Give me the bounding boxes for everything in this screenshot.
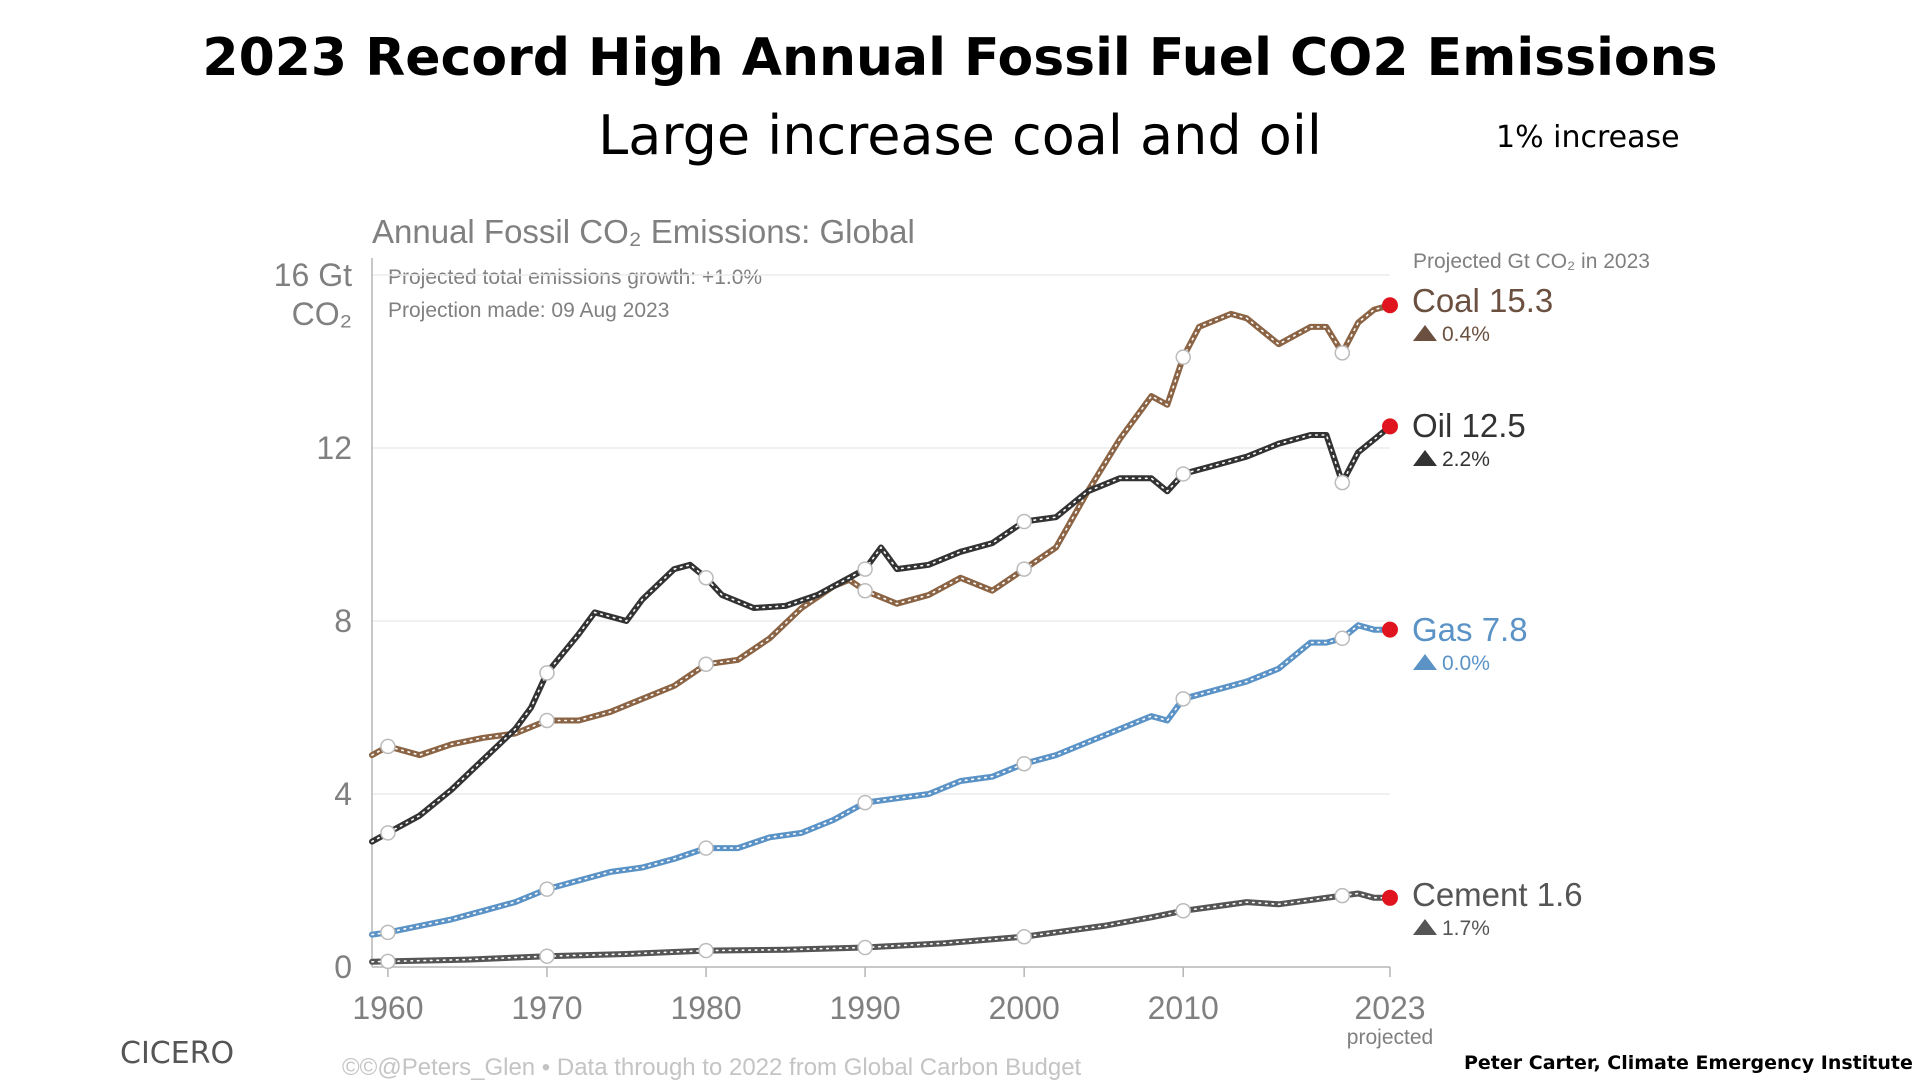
gas-increase-arrow-icon <box>1413 654 1437 670</box>
slide-subtitle: Large increase coal and oil <box>598 104 1322 167</box>
cement-point-1980 <box>698 942 714 959</box>
x-tick-label: 1990 <box>830 990 901 1026</box>
cement-end-label: Cement 1.6 <box>1412 876 1583 913</box>
gas-line <box>369 622 1393 938</box>
oil-line-dots <box>371 425 1391 843</box>
cement-line <box>369 890 1393 965</box>
cement-point-2020 <box>1334 887 1351 904</box>
cement-increase-arrow-icon <box>1413 919 1437 935</box>
source-attribution: Peter Carter, Climate Emergency Institut… <box>1464 1052 1913 1074</box>
coal-point-1980 <box>698 656 714 672</box>
x-tick-label: 2023 <box>1354 990 1425 1026</box>
coal-line-dots <box>371 304 1391 756</box>
coal-line <box>369 302 1393 759</box>
y-tick-label: 8 <box>334 603 352 639</box>
gas-line-dots <box>371 624 1391 936</box>
y-tick-label: 4 <box>334 776 352 812</box>
cement-point-1990 <box>857 939 873 956</box>
gas-point-1960 <box>380 924 396 941</box>
projected-label: projected <box>1347 1026 1433 1049</box>
cement-projected-point <box>1382 889 1398 906</box>
footer-credit: ©©@Peters_Glen • Data through to 2022 fr… <box>342 1054 1082 1080</box>
x-tick-label: 1970 <box>511 990 582 1026</box>
x-tick-label: 2000 <box>989 990 1060 1026</box>
cement-point-2010 <box>1175 903 1191 919</box>
cement-change-label: 1.7% <box>1442 917 1490 940</box>
x-tick-label: 1980 <box>670 990 741 1026</box>
gas-end-label: Gas 7.8 <box>1412 611 1528 648</box>
coal-end-label: Coal 15.3 <box>1412 282 1553 319</box>
coal-point-2000 <box>1016 561 1032 577</box>
increase-note: 1% increase <box>1496 120 1680 155</box>
series-lines <box>369 297 1398 970</box>
gas-point-2020 <box>1334 630 1351 647</box>
oil-projected-point <box>1382 418 1398 435</box>
oil-point-2020 <box>1334 474 1351 491</box>
y-tick-label: 12 <box>316 430 352 466</box>
cement-point-1960 <box>380 953 396 970</box>
source-cicero: CICERO <box>120 1036 235 1071</box>
oil-increase-arrow-icon <box>1413 450 1437 466</box>
cement-point-1970 <box>539 948 555 964</box>
oil-line <box>369 423 1393 845</box>
coal-point-2020 <box>1334 345 1351 361</box>
chart-title: Annual Fossil CO₂ Emissions: Global <box>372 213 915 250</box>
gas-point-2000 <box>1016 755 1032 772</box>
coal-point-1990 <box>857 582 873 599</box>
projection-note-date: Projection made: 09 Aug 2023 <box>388 299 669 322</box>
series-labels: Coal 15.3 0.4% Oil 12.5 2.2% Gas 7.8 0.0% Ceme… <box>1412 282 1583 940</box>
cement-line-dots <box>371 892 1391 963</box>
coal-point-1970 <box>539 712 555 729</box>
coal-point-2010 <box>1175 349 1191 365</box>
gas-projected-point <box>1382 621 1398 638</box>
x-tick-label: 1960 <box>352 990 423 1026</box>
oil-point-2000 <box>1016 513 1032 530</box>
y-unit-label: CO₂ <box>292 296 352 332</box>
coal-increase-arrow-icon <box>1413 325 1437 341</box>
slide-title: 2023 Record High Annual Fossil Fuel CO2 … <box>202 28 1718 88</box>
coal-projected-point <box>1382 297 1398 314</box>
coal-change-label: 0.4% <box>1442 323 1490 346</box>
oil-point-1990 <box>857 561 873 577</box>
x-tick-label: 2010 <box>1148 990 1219 1026</box>
cement-point-2000 <box>1016 928 1032 945</box>
oil-point-1970 <box>539 665 555 681</box>
y-tick-label: 0 <box>334 949 352 985</box>
oil-point-2010 <box>1175 466 1191 482</box>
gas-point-1970 <box>539 881 555 897</box>
legend-header: Projected Gt CO₂ in 2023 <box>1413 250 1650 273</box>
gas-point-1980 <box>698 840 714 856</box>
projection-note-growth: Projected total emissions growth: +1.0% <box>388 266 762 289</box>
oil-change-label: 2.2% <box>1442 448 1490 471</box>
gas-change-label: 0.0% <box>1442 652 1490 675</box>
gridlines <box>372 274 1390 795</box>
gas-point-2010 <box>1175 691 1191 707</box>
gas-point-1990 <box>857 794 873 811</box>
oil-end-label: Oil 12.5 <box>1412 407 1526 444</box>
coal-point-1960 <box>380 738 396 755</box>
oil-point-1980 <box>698 570 714 586</box>
y-tick-label: 16 Gt <box>274 257 352 293</box>
oil-point-1960 <box>380 825 396 841</box>
